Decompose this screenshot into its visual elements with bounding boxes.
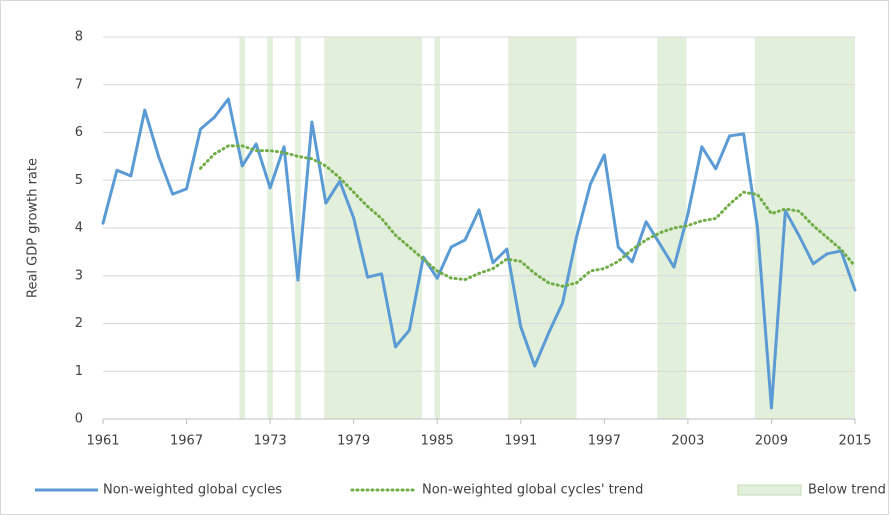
y-tick-label: 5 — [75, 173, 83, 188]
y-tick-label: 3 — [75, 268, 83, 283]
x-tick-label: 1979 — [337, 434, 370, 449]
y-tick-label: 0 — [75, 412, 83, 427]
x-tick-label: 1985 — [421, 434, 454, 449]
y-tick-label: 6 — [75, 125, 83, 140]
series-line — [101, 97, 857, 410]
y-tick-label: 8 — [75, 30, 83, 45]
x-tick-label: 2009 — [755, 434, 788, 449]
x-tick-label: 2003 — [671, 434, 704, 449]
series-line — [198, 144, 857, 288]
x-tick-label: 1997 — [588, 434, 621, 449]
y-tick-label: 2 — [75, 316, 83, 331]
legend-label: Non-weighted global cycles — [103, 483, 282, 498]
x-tick-label: 1991 — [504, 434, 537, 449]
x-tick-label: 1961 — [86, 434, 119, 449]
y-tick-label: 7 — [75, 77, 83, 92]
x-tick-label: 1973 — [254, 434, 287, 449]
legend-label: Below trend — [808, 483, 886, 498]
y-tick-label: 4 — [75, 221, 83, 236]
x-tick-label: 2015 — [838, 434, 871, 449]
legend-label: Non-weighted global cycles' trend — [422, 483, 643, 498]
y-tick-label: 1 — [75, 364, 83, 379]
legend-swatch — [737, 484, 802, 496]
y-axis-label: Real GDP growth rate — [26, 158, 41, 298]
x-tick-label: 1967 — [170, 434, 203, 449]
